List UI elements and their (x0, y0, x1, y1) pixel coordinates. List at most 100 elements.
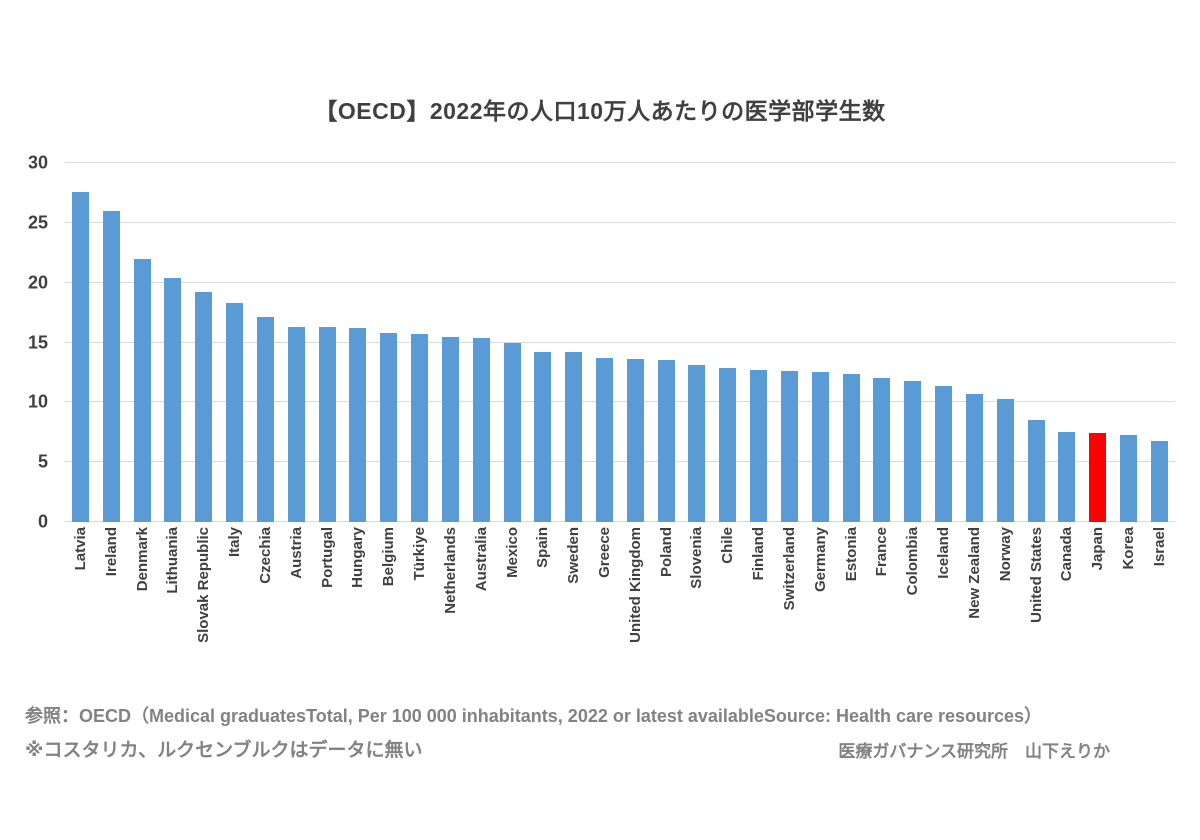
x-label-spain: Spain (534, 527, 552, 568)
gridline-25 (65, 221, 1175, 223)
x-label-new-zealand: New Zealand (965, 527, 983, 619)
gridline-30 (65, 162, 1175, 163)
bar-slot-czechia (250, 163, 281, 522)
bar-slovenia (688, 365, 706, 522)
x-axis-labels: Latvia Ireland Denmark Lithuania Slovak Repu… (65, 527, 1175, 705)
x-label-estonia: Estonia (842, 527, 860, 582)
bar-slot-united-kingdom (620, 163, 651, 522)
x-label-australia: Australia (472, 527, 490, 592)
bar-slot-finland (743, 163, 774, 522)
gridline-15 (65, 341, 1175, 343)
x-label-denmark: Denmark (133, 527, 151, 592)
bar-japan (1089, 433, 1107, 522)
x-slot-iceland: Iceland (928, 527, 959, 579)
x-label-japan: Japan (1089, 527, 1107, 571)
bar-slot-chile (712, 163, 743, 522)
bar-slot-switzerland (774, 163, 805, 522)
x-label-t-rkiye: Türkiye (411, 527, 429, 581)
x-slot-czechia: Czechia (250, 527, 281, 584)
bar-slot-mexico (497, 163, 528, 522)
bar-slot-greece (589, 163, 620, 522)
bar-sweden (565, 352, 583, 522)
x-slot-lithuania: Lithuania (157, 527, 188, 594)
y-tick-label-5: 5 (37, 451, 48, 472)
bar-norway (996, 398, 1014, 522)
bar-iceland (935, 385, 953, 522)
x-label-united-states: United States (1027, 527, 1045, 623)
gridline-10 (65, 401, 1175, 403)
bar-slot-france (867, 163, 898, 522)
bar-new-zealand (965, 393, 983, 522)
x-slot-ireland: Ireland (96, 527, 127, 576)
bar-slot-poland (651, 163, 682, 522)
bar-korea (1120, 434, 1138, 522)
bar-slot-israel (1144, 163, 1175, 522)
bar-germany (811, 372, 829, 522)
bar-finland (750, 370, 768, 522)
x-slot-hungary: Hungary (342, 527, 373, 588)
bar-series (65, 163, 1175, 522)
bar-united-kingdom (626, 359, 644, 522)
x-slot-denmark: Denmark (127, 527, 158, 591)
x-label-france: France (873, 527, 891, 577)
bar-mexico (503, 342, 521, 522)
bar-portugal (318, 326, 336, 522)
bar-denmark (133, 258, 151, 522)
x-label-lithuania: Lithuania (164, 527, 182, 594)
bar-slot-australia (466, 163, 497, 522)
x-slot-netherlands: Netherlands (435, 527, 466, 614)
y-tick-label-15: 15 (27, 332, 48, 352)
x-label-poland: Poland (657, 527, 675, 578)
x-slot-t-rkiye: Türkiye (404, 527, 435, 580)
x-label-italy: Italy (226, 527, 244, 558)
x-slot-latvia: Latvia (65, 527, 96, 570)
bar-t-rkiye (411, 334, 429, 522)
bar-slot-latvia (65, 163, 96, 522)
x-slot-italy: Italy (219, 527, 250, 557)
x-label-netherlands: Netherlands (441, 527, 459, 614)
bar-slot-italy (219, 163, 250, 522)
x-slot-mexico: Mexico (497, 527, 528, 578)
x-label-greece: Greece (595, 527, 613, 578)
x-slot-greece: Greece (589, 527, 620, 578)
bar-slot-denmark (127, 163, 158, 522)
y-tick-label-30: 30 (27, 152, 48, 173)
x-slot-japan: Japan (1082, 527, 1113, 570)
bar-slot-netherlands (435, 163, 466, 522)
x-slot-finland: Finland (743, 527, 774, 580)
x-slot-belgium: Belgium (373, 527, 404, 586)
bar-canada (1058, 432, 1076, 522)
x-slot-austria: Austria (281, 527, 312, 579)
bar-slot-slovak-republic (188, 163, 219, 522)
bar-france (873, 378, 891, 522)
bar-slot-japan (1082, 163, 1113, 522)
bar-slot-united-states (1021, 163, 1052, 522)
x-slot-germany: Germany (805, 527, 836, 592)
x-label-slovak-republic: Slovak Republic (195, 527, 213, 643)
x-label-slovenia: Slovenia (688, 527, 706, 589)
bar-colombia (904, 380, 922, 522)
x-slot-australia: Australia (466, 527, 497, 591)
bar-switzerland (780, 371, 798, 522)
bar-slot-germany (805, 163, 836, 522)
x-label-switzerland: Switzerland (780, 527, 798, 611)
bar-poland (657, 360, 675, 522)
bar-slovak-republic (195, 292, 213, 522)
bar-ireland (102, 210, 120, 522)
x-label-germany: Germany (811, 527, 829, 593)
bar-latvia (71, 191, 89, 522)
bar-slot-portugal (312, 163, 343, 522)
x-label-portugal: Portugal (318, 527, 336, 588)
bar-italy (226, 303, 244, 522)
gridline-0 (65, 521, 1175, 522)
x-label-mexico: Mexico (503, 527, 521, 578)
plot-area (65, 162, 1175, 522)
x-label-canada: Canada (1058, 527, 1076, 582)
bar-slot-norway (990, 163, 1021, 522)
bar-austria (287, 326, 305, 522)
y-tick-label-0: 0 (37, 511, 48, 532)
x-slot-slovak-republic: Slovak Republic (188, 527, 219, 643)
bar-slot-canada (1052, 163, 1083, 522)
bar-slot-slovenia (682, 163, 713, 522)
